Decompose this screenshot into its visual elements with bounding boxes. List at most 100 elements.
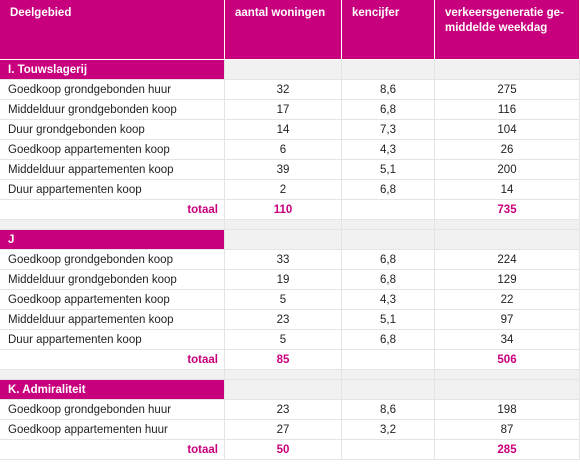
- row-label: Duur grondgebonden koop: [0, 120, 225, 140]
- section-title: J: [0, 230, 225, 250]
- section-cell: [435, 60, 580, 80]
- table-row: Duur appartementen koop 2 6,8 14: [0, 180, 580, 200]
- cell: 6,8: [342, 250, 435, 270]
- cell: 97: [435, 310, 580, 330]
- row-label: Goedkoop appartementen koop: [0, 140, 225, 160]
- section-cell: [342, 230, 435, 250]
- table-row: Duur grondgebonden koop 14 7,3 104: [0, 120, 580, 140]
- table-row: Goedkoop appartementen huur 27 3,2 87: [0, 420, 580, 440]
- spacer-row: [0, 370, 580, 380]
- spacer-row: [0, 220, 580, 230]
- total-label: totaal: [0, 200, 225, 220]
- cell: 6: [225, 140, 342, 160]
- spacer-cell: [342, 370, 435, 380]
- cell: 23: [225, 310, 342, 330]
- cell: 224: [435, 250, 580, 270]
- table-row: Duur appartementen koop 5 6,8 34: [0, 330, 580, 350]
- header-cell: kencijfer: [342, 0, 435, 60]
- total-empty: [342, 350, 435, 370]
- cell: 14: [225, 120, 342, 140]
- header-cell: Deelgebied: [0, 0, 225, 60]
- section-header: I. Touwslagerij: [0, 60, 580, 80]
- total-label: totaal: [0, 350, 225, 370]
- total-row: totaal 110 735: [0, 200, 580, 220]
- cell: 5: [225, 290, 342, 310]
- section-cell: [342, 60, 435, 80]
- cell: 275: [435, 80, 580, 100]
- cell: 26: [435, 140, 580, 160]
- cell: 6,8: [342, 270, 435, 290]
- cell: 116: [435, 100, 580, 120]
- spacer-cell: [435, 370, 580, 380]
- spacer-cell: [342, 220, 435, 230]
- cell: 32: [225, 80, 342, 100]
- spacer-cell: [0, 220, 225, 230]
- cell: 4,3: [342, 140, 435, 160]
- cell: 87: [435, 420, 580, 440]
- table-row: Goedkoop grondgebonden huur 32 8,6 275: [0, 80, 580, 100]
- cell: 39: [225, 160, 342, 180]
- cell: 198: [435, 400, 580, 420]
- cell: 5: [225, 330, 342, 350]
- cell: 6,8: [342, 100, 435, 120]
- section-cell: [225, 60, 342, 80]
- cell: 17: [225, 100, 342, 120]
- cell: 7,3: [342, 120, 435, 140]
- cell: 2: [225, 180, 342, 200]
- spacer-cell: [225, 220, 342, 230]
- cell: 8,6: [342, 80, 435, 100]
- header-row: Deelgebied aantal woningen kencijfer verkee…: [0, 0, 580, 60]
- total-verkeer: 506: [435, 350, 580, 370]
- section-cell: [342, 380, 435, 400]
- row-label: Goedkoop appartementen koop: [0, 290, 225, 310]
- section-cell: [225, 230, 342, 250]
- spacer-cell: [0, 370, 225, 380]
- section-header: K. Admiraliteit: [0, 380, 580, 400]
- cell: 3,2: [342, 420, 435, 440]
- table-row: Middelduur appartementen koop 39 5,1 200: [0, 160, 580, 180]
- total-woningen: 85: [225, 350, 342, 370]
- total-row: totaal 85 506: [0, 350, 580, 370]
- section-cell: [435, 380, 580, 400]
- table-row: Goedkoop appartementen koop 6 4,3 26: [0, 140, 580, 160]
- section-cell: [225, 380, 342, 400]
- total-verkeer: 285: [435, 440, 580, 460]
- table-row: Goedkoop grondgebonden koop 33 6,8 224: [0, 250, 580, 270]
- cell: 200: [435, 160, 580, 180]
- section-title: I. Touwslagerij: [0, 60, 225, 80]
- cell: 6,8: [342, 180, 435, 200]
- cell: 33: [225, 250, 342, 270]
- cell: 104: [435, 120, 580, 140]
- cell: 34: [435, 330, 580, 350]
- cell: 22: [435, 290, 580, 310]
- row-label: Middelduur grondgebonden koop: [0, 270, 225, 290]
- spacer-cell: [225, 370, 342, 380]
- row-label: Duur appartementen koop: [0, 180, 225, 200]
- table-row: Middelduur grondgebonden koop 17 6,8 116: [0, 100, 580, 120]
- total-woningen: 110: [225, 200, 342, 220]
- row-label: Goedkoop grondgebonden huur: [0, 400, 225, 420]
- cell: 129: [435, 270, 580, 290]
- row-label: Goedkoop grondgebonden huur: [0, 80, 225, 100]
- table-row: Goedkoop appartementen koop 5 4,3 22: [0, 290, 580, 310]
- header-cell: verkeersgeneratie ge-middelde weekdag: [435, 0, 580, 60]
- table-row: Middelduur grondgebonden koop 19 6,8 129: [0, 270, 580, 290]
- cell: 5,1: [342, 160, 435, 180]
- section-header: J: [0, 230, 580, 250]
- total-empty: [342, 440, 435, 460]
- total-label: totaal: [0, 440, 225, 460]
- cell: 6,8: [342, 330, 435, 350]
- total-verkeer: 735: [435, 200, 580, 220]
- cell: 8,6: [342, 400, 435, 420]
- row-label: Middelduur grondgebonden koop: [0, 100, 225, 120]
- row-label: Duur appartementen koop: [0, 330, 225, 350]
- table-row: Goedkoop grondgebonden huur 23 8,6 198: [0, 400, 580, 420]
- row-label: Middelduur appartementen koop: [0, 310, 225, 330]
- cell: 4,3: [342, 290, 435, 310]
- cell: 5,1: [342, 310, 435, 330]
- cell: 19: [225, 270, 342, 290]
- total-empty: [342, 200, 435, 220]
- section-title: K. Admiraliteit: [0, 380, 225, 400]
- cell: 14: [435, 180, 580, 200]
